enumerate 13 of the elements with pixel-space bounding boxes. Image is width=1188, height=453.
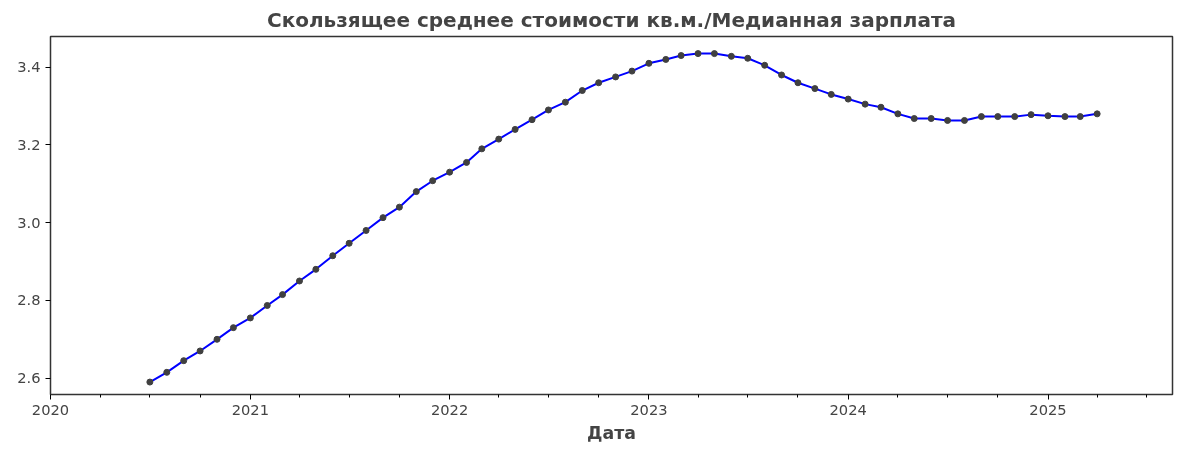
x-tick-label: 2025: [1029, 400, 1067, 418]
x-tick-label: 2021: [231, 400, 269, 418]
y-tick-label: 2.6: [17, 369, 41, 387]
chart-title: Скользящее среднее стоимости кв.м./Медианная зарплата: [266, 7, 957, 32]
x-tick-label: 2022: [430, 400, 469, 418]
x-axis-title: Дата: [587, 422, 636, 443]
x-tick-label: 2023: [630, 400, 668, 418]
x-tick-label: 2020: [31, 400, 70, 418]
y-tick-label: 3.4: [17, 58, 41, 76]
y-tick-label: 2.8: [17, 291, 41, 309]
y-tick-label: 3.2: [17, 135, 41, 153]
y-tick-label: 3.0: [17, 213, 41, 231]
x-tick-label: 2024: [829, 400, 867, 418]
